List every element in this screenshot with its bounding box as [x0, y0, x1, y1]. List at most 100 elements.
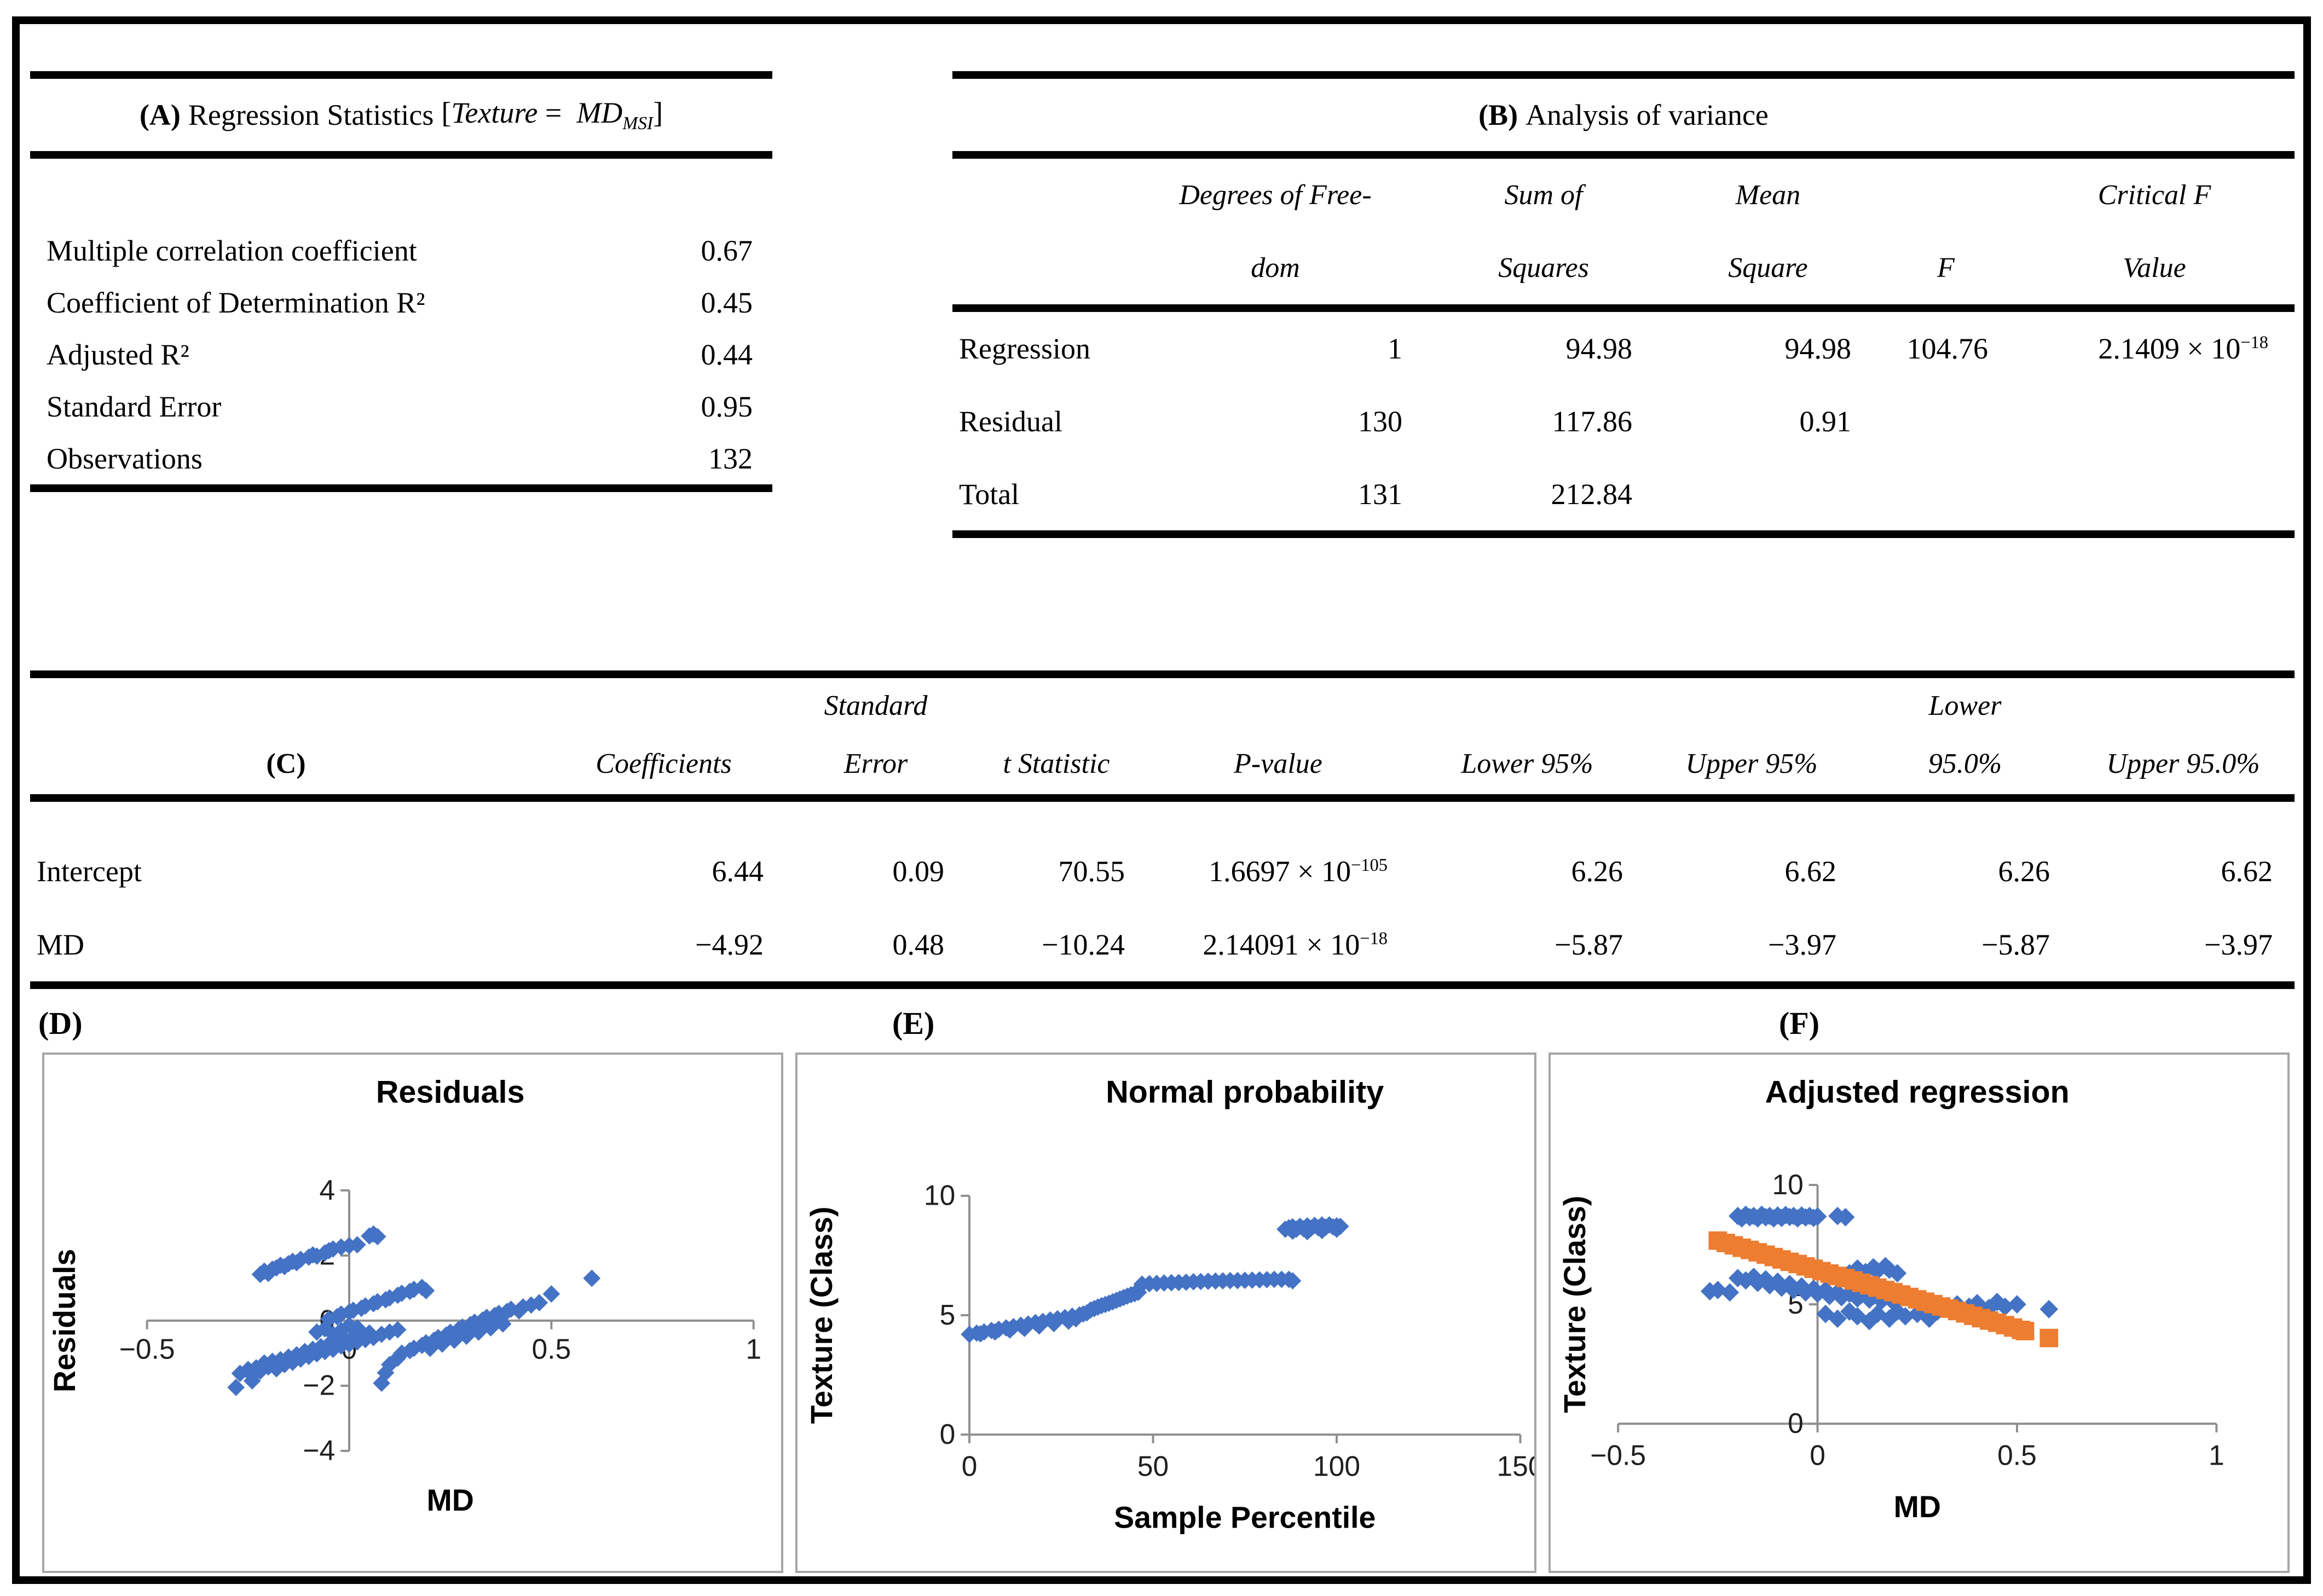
data-point-diamond: [1015, 1320, 1033, 1337]
stat-label: Standard Error: [47, 390, 222, 423]
table-row: Total 131 212.84: [959, 477, 1632, 511]
data-point-diamond: [1808, 1284, 1827, 1303]
y-axis-title: Texture (Class): [1558, 1196, 1592, 1413]
data-point-diamond: [490, 1304, 508, 1322]
table-row: Observations 132: [30, 432, 772, 484]
regression-statistics-table: (A) Regression Statistics [Texture = MDM…: [30, 71, 772, 492]
x-axis-title: MD: [426, 1483, 473, 1517]
data-point-diamond: [542, 1285, 560, 1303]
rule: [30, 981, 2295, 989]
chart-title: Residuals: [376, 1074, 525, 1109]
column-header: Critical F Value: [2097, 180, 2211, 284]
stat-value: 132: [708, 442, 753, 475]
rule: [952, 71, 2295, 79]
y-tick-label: −4: [303, 1435, 335, 1466]
data-point-diamond: [1996, 1297, 2014, 1316]
x-tick-label: 1: [2209, 1439, 2224, 1471]
data-point-diamond: [1328, 1221, 1345, 1238]
data-point-diamond: [393, 1344, 411, 1362]
data-point-diamond: [243, 1372, 261, 1390]
panel-f-label: (F): [1779, 1005, 1820, 1041]
column-header: t Statistic: [1003, 748, 1110, 779]
column-header: Error: [843, 748, 908, 779]
data-point-diamond: [466, 1313, 483, 1331]
rule: [30, 151, 772, 159]
x-tick-label: 0: [1810, 1439, 1825, 1471]
data-point-diamond: [308, 1345, 326, 1363]
y-tick-label: 4: [320, 1174, 336, 1206]
x-axis-title: MD: [1894, 1490, 1941, 1524]
data-point-diamond: [1896, 1307, 1915, 1326]
y-tick-label: 10: [924, 1179, 955, 1211]
series: [1700, 1205, 2059, 1331]
table-a-body: Multiple correlation coefficient 0.67 Coe…: [30, 159, 772, 484]
column-header: Upper 95.0%: [2106, 748, 2260, 779]
panel-a-label: (A): [139, 99, 181, 131]
adjusted-regression-chart-panel: −0.5 0 0.5 1 0 5 10 Adjusted regression MD Textur…: [1548, 1053, 2290, 1573]
data-point-diamond: [356, 1331, 374, 1349]
chart-title: Normal probability: [1106, 1074, 1384, 1109]
x-tick-label: 0.5: [1997, 1439, 2037, 1471]
table-b-body: Regression 1 94.98 94.98 104.76 2.1409 ×…: [952, 312, 2295, 530]
x-axis-title: Sample Percentile: [1114, 1501, 1376, 1535]
x-tick-label: −0.5: [1590, 1439, 1646, 1471]
stat-label: Adjusted R²: [47, 338, 189, 371]
data-point-diamond: [502, 1300, 520, 1318]
stat-label: Observations: [47, 442, 203, 475]
y-tick-label: −2: [303, 1369, 335, 1401]
data-point-diamond: [986, 1323, 1004, 1341]
y-tick-label: 0: [940, 1418, 956, 1450]
y-tick-label: 10: [1772, 1169, 1803, 1200]
column-header: 95.0%: [1928, 748, 2002, 779]
data-point-diamond: [308, 1247, 326, 1265]
table-row: Standard Error 0.95: [30, 380, 772, 432]
rule: [30, 71, 772, 79]
data-point-square: [2039, 1328, 2059, 1348]
data-point-diamond: [356, 1297, 374, 1315]
table-row: Regression 1 94.98 94.98 104.76 2.1409 ×…: [959, 332, 2268, 365]
rule: [952, 530, 2295, 538]
series: [227, 1225, 601, 1396]
chart-title: Adjusted regression: [1765, 1074, 2070, 1109]
table-c-header: (C) Coefficients Error t Statistic P-val…: [30, 733, 2295, 794]
table-a-title: Regression Statistics: [188, 99, 434, 131]
data-point-square: [2015, 1322, 2035, 1340]
rule: [30, 670, 2295, 678]
model-equation: [Texture = MDMSI]: [441, 96, 663, 134]
x-tick-label: 1: [746, 1333, 761, 1364]
rule: [952, 304, 2295, 312]
panel-e-label: (E): [892, 1005, 935, 1041]
column-header: Degrees of Free-dom: [1179, 180, 1372, 284]
y-axis-title: Texture (Class): [805, 1206, 839, 1424]
data-point-diamond: [1720, 1283, 1740, 1302]
data-point-diamond: [2008, 1295, 2026, 1314]
y-tick-label: 5: [940, 1299, 956, 1331]
data-point-diamond: [583, 1269, 601, 1287]
column-header: Coefficients: [596, 748, 732, 779]
stat-value: 0.95: [701, 390, 753, 423]
normal-probability-scatter-plot: 0 50 100 150 0 5 10 Normal probability Sample Pe…: [805, 1074, 1534, 1535]
x-tick-label: 50: [1137, 1450, 1169, 1482]
series: [961, 1216, 1349, 1343]
data-point-diamond: [332, 1238, 350, 1256]
table-row: Coefficient of Determination R² 0.45: [30, 276, 772, 328]
anova-table: (B) Analysis of variance Degrees of Free…: [952, 71, 2295, 538]
series: [1708, 1231, 2059, 1348]
data-point-diamond: [1888, 1264, 1907, 1283]
table-row: Residual 130 117.86 0.91: [959, 404, 1851, 438]
table-row: Intercept 6.44 0.09 70.55 1.6697 × 10−10…: [37, 855, 2273, 888]
data-point-diamond: [1001, 1321, 1019, 1339]
coefficients-table: Standard Lower (C) Coefficients Error t …: [30, 670, 2295, 989]
x-tick-label: 0.5: [532, 1333, 571, 1364]
column-header: Upper 95%: [1685, 748, 1818, 779]
panel-d-label: (D): [38, 1005, 83, 1041]
data-point-diamond: [332, 1305, 350, 1323]
x-tick-label: 0: [962, 1450, 978, 1482]
data-point-diamond: [2039, 1299, 2059, 1319]
data-point-diamond: [1836, 1208, 1855, 1227]
data-point-diamond: [324, 1340, 342, 1358]
